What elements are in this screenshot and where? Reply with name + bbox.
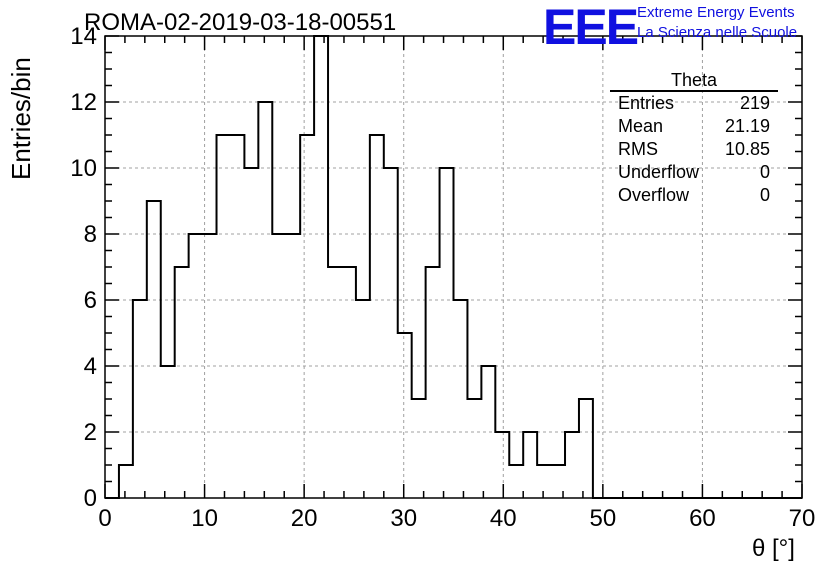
stats-title: Theta: [610, 70, 778, 92]
axis-ticks: [104, 35, 803, 499]
histogram-bin: [175, 267, 189, 498]
stats-row: Overflow 0: [610, 184, 778, 207]
histogram-bin: [454, 300, 468, 498]
histogram-bin: [398, 333, 412, 498]
histogram-bin: [217, 135, 231, 498]
stats-value: 219: [739, 93, 770, 113]
x-tick-label: 40: [490, 505, 517, 532]
stats-box: Theta Entries 219 Mean 21.19 RMS 10.85 U…: [610, 70, 778, 207]
y-axis-label: Entries/bin: [6, 57, 36, 180]
x-tick-label: 60: [689, 505, 716, 532]
histogram-bin: [579, 399, 593, 498]
histogram-bin: [147, 201, 161, 498]
histogram-bin: [342, 267, 356, 498]
histogram-bin: [370, 135, 384, 498]
histogram-bin: [244, 168, 258, 498]
stats-value: 0: [759, 162, 770, 182]
histogram-bin: [328, 267, 342, 498]
stats-label: Overflow: [618, 185, 690, 205]
tick-labels: 0 10 20 30 40 50 60 70 0 2 4 6 8 10 12 14: [70, 23, 815, 532]
logo-line-1: Extreme Energy Events: [637, 4, 795, 21]
y-tick-label: 2: [84, 419, 97, 446]
x-axis-label: θ [°]: [752, 535, 795, 562]
x-tick-label: 70: [789, 505, 816, 532]
y-tick-label: 4: [84, 353, 97, 380]
histogram-bin: [412, 399, 426, 498]
x-tick-label: 50: [590, 505, 617, 532]
stats-row: Underflow 0: [610, 161, 778, 184]
histogram-bin: [230, 135, 244, 498]
y-tick-label: 14: [70, 23, 97, 50]
stats-label: RMS: [618, 139, 658, 159]
stats-row: Entries 219: [610, 92, 778, 115]
histogram-bin: [258, 102, 272, 498]
histogram-bin: [440, 168, 454, 498]
histogram-bin: [119, 465, 133, 498]
x-tick-label: 10: [191, 505, 218, 532]
logo-caption: Extreme Energy Events La Scienza nelle S…: [637, 3, 797, 43]
x-tick-label: 30: [390, 505, 417, 532]
stats-value: 10.85: [724, 139, 770, 159]
y-tick-label: 12: [70, 89, 97, 116]
eee-logo: EEE: [543, 0, 639, 55]
stats-label: Underflow: [618, 162, 700, 182]
histogram-bin: [426, 267, 440, 498]
x-tick-label: 20: [291, 505, 318, 532]
chart-title: ROMA-02-2019-03-18-00551: [84, 9, 397, 36]
histogram-bin: [133, 300, 147, 498]
histogram-bin: [300, 135, 314, 498]
histogram-bin: [314, 36, 328, 498]
stats-value: 0: [759, 185, 770, 205]
histogram-bin: [509, 465, 523, 498]
y-tick-label: 0: [84, 485, 97, 512]
histogram-bin: [356, 300, 370, 498]
stats-label: Entries: [618, 93, 675, 113]
x-tick-label: 0: [98, 505, 111, 532]
stats-value: 21.19: [724, 116, 770, 136]
logo-line-2: La Scienza nelle Scuole: [637, 24, 798, 41]
stats-row: RMS 10.85: [610, 138, 778, 161]
histogram-bin: [495, 432, 509, 498]
stats-row: Mean 21.19: [610, 115, 778, 138]
histogram-bin: [467, 399, 481, 498]
histogram-bin: [537, 465, 551, 498]
histogram-bin: [384, 168, 398, 498]
y-tick-label: 6: [84, 287, 97, 314]
y-tick-label: 10: [70, 155, 97, 182]
histogram-bin: [565, 432, 579, 498]
y-tick-label: 8: [84, 221, 97, 248]
stats-label: Mean: [618, 116, 664, 136]
histogram-bin: [523, 432, 537, 498]
